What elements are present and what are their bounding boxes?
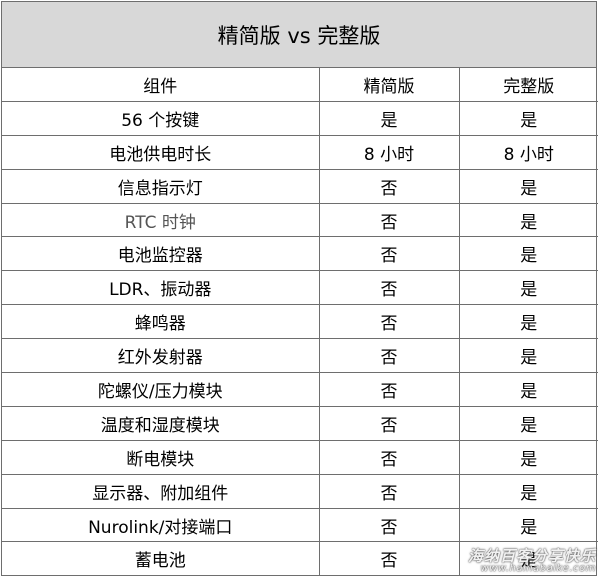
table-row: 蜂鸣器 否 是 bbox=[2, 304, 598, 340]
full-cell: 是 bbox=[458, 507, 598, 543]
lite-cell: 否 bbox=[318, 270, 460, 306]
header-lite: 精简版 bbox=[318, 68, 460, 102]
table-row: 断电模块 否 是 bbox=[2, 439, 598, 475]
full-cell: 是 bbox=[458, 202, 598, 238]
component-cell: 温度和湿度模块 bbox=[2, 405, 320, 441]
comparison-table: 组件 精简版 完整版 56 个按键 是 是 电池供电时长 8 小时 8 小时 信… bbox=[2, 68, 598, 576]
full-cell: 是 bbox=[458, 270, 598, 306]
component-cell: 电池供电时长 bbox=[2, 134, 320, 170]
full-cell: 是 bbox=[458, 236, 598, 272]
watermark-name: 海纳百客分享快乐 bbox=[467, 547, 596, 565]
table-row: 红外发射器 否 是 bbox=[2, 338, 598, 374]
component-cell: LDR、振动器 bbox=[2, 270, 320, 306]
lite-cell: 否 bbox=[318, 541, 460, 576]
component-cell: RTC 时钟 bbox=[2, 202, 320, 238]
component-cell: 陀螺仪/压力模块 bbox=[2, 372, 320, 407]
table-row: 56 个按键 是 是 bbox=[2, 101, 598, 136]
table-row: 显示器、附加组件 否 是 bbox=[2, 473, 598, 509]
lite-cell: 否 bbox=[318, 473, 460, 509]
lite-cell: 是 bbox=[318, 101, 460, 136]
component-cell: 显示器、附加组件 bbox=[2, 473, 320, 509]
full-cell: 是 bbox=[458, 168, 598, 204]
full-cell: 是 bbox=[458, 101, 598, 136]
full-cell: 是 bbox=[458, 439, 598, 475]
full-cell: 是 bbox=[458, 304, 598, 340]
full-cell: 是 bbox=[458, 473, 598, 509]
table-row: Nurolink/对接端口 否 是 bbox=[2, 507, 598, 543]
header-row: 组件 精简版 完整版 bbox=[2, 68, 598, 102]
lite-cell: 8 小时 bbox=[318, 134, 460, 170]
lite-cell: 否 bbox=[318, 338, 460, 374]
table-row: 信息指示灯 否 是 bbox=[2, 168, 598, 204]
table-row: 电池供电时长 8 小时 8 小时 bbox=[2, 134, 598, 170]
table-row: LDR、振动器 否 是 bbox=[2, 270, 598, 306]
component-cell: 信息指示灯 bbox=[2, 168, 320, 204]
lite-cell: 否 bbox=[318, 405, 460, 441]
header-full: 完整版 bbox=[458, 68, 598, 102]
component-cell: 断电模块 bbox=[2, 439, 320, 475]
full-cell: 是 bbox=[458, 372, 598, 407]
component-cell: Nurolink/对接端口 bbox=[2, 507, 320, 543]
table-row: RTC 时钟 否 是 bbox=[2, 202, 598, 238]
table-row: 温度和湿度模块 否 是 bbox=[2, 405, 598, 441]
full-cell: 是 bbox=[458, 338, 598, 374]
lite-cell: 否 bbox=[318, 439, 460, 475]
component-cell: 蓄电池 bbox=[2, 541, 320, 576]
component-cell: 56 个按键 bbox=[2, 101, 320, 136]
table-row: 电池监控器 否 是 bbox=[2, 236, 598, 272]
full-cell: 是 bbox=[458, 541, 598, 576]
watermark: 海纳百客分享快乐 www.hainabaike.com bbox=[468, 549, 596, 574]
component-cell: 电池监控器 bbox=[2, 236, 320, 272]
table-row: 蓄电池 否 是 bbox=[2, 541, 598, 576]
header-component: 组件 bbox=[2, 68, 320, 102]
component-cell: 蜂鸣器 bbox=[2, 304, 320, 340]
full-cell: 8 小时 bbox=[458, 134, 598, 170]
lite-cell: 否 bbox=[318, 372, 460, 407]
component-cell: 红外发射器 bbox=[2, 338, 320, 374]
lite-cell: 否 bbox=[318, 236, 460, 272]
table-row: 陀螺仪/压力模块 否 是 bbox=[2, 372, 598, 407]
lite-cell: 否 bbox=[318, 202, 460, 238]
full-cell: 是 bbox=[458, 405, 598, 441]
watermark-url: www.hainabaike.com bbox=[480, 563, 596, 574]
lite-cell: 否 bbox=[318, 168, 460, 204]
table-title: 精简版 vs 完整版 bbox=[2, 2, 596, 68]
lite-cell: 否 bbox=[318, 304, 460, 340]
lite-cell: 否 bbox=[318, 507, 460, 543]
